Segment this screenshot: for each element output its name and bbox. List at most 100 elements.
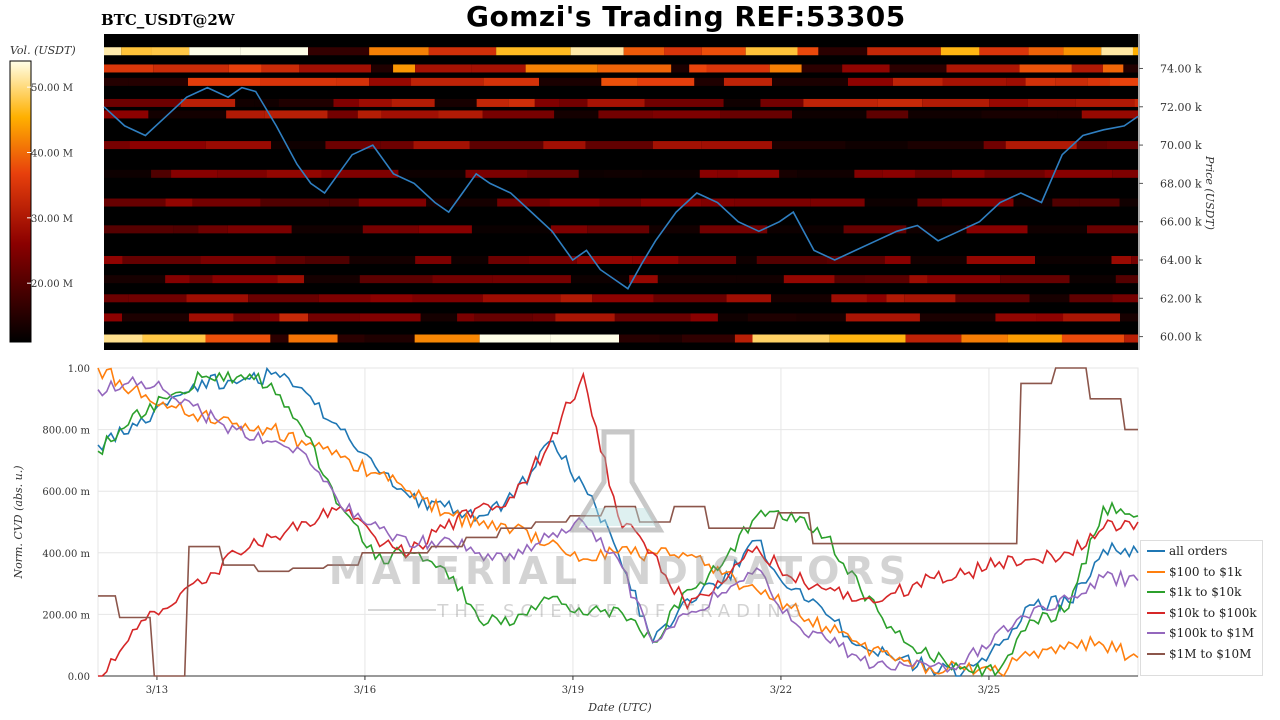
heatmap-cell (570, 47, 624, 56)
heatmap-cell (845, 141, 908, 150)
heatmap-cell (474, 313, 533, 322)
heatmap-cell (264, 110, 328, 119)
heatmap-cell (260, 77, 337, 86)
heatmap-cell (599, 198, 641, 207)
heatmap-cell (792, 110, 867, 119)
price-tick-label: 72.00 k (1160, 101, 1202, 114)
heatmap-cell (465, 169, 528, 178)
legend-label: $100 to $1k (1169, 564, 1242, 579)
heatmap-cell (854, 169, 883, 178)
heatmap-cell (393, 64, 416, 73)
heatmap-cell (752, 334, 830, 343)
heatmap-cell (906, 225, 967, 234)
heatmap-cell (723, 98, 761, 107)
heatmap-cell (995, 313, 1037, 322)
heatmap-cell (148, 110, 227, 119)
heatmap-cell (797, 169, 855, 178)
cvd-y-tick-label: 200.00 m (42, 610, 90, 621)
heatmap-cell (736, 255, 757, 264)
heatmap-cell (1071, 64, 1103, 73)
heatmap-cell (457, 313, 475, 322)
heatmap-cell (783, 275, 835, 284)
heatmap-cell (769, 64, 802, 73)
cvd-x-tick-label: 3/19 (562, 685, 584, 696)
heatmap-cell (694, 77, 724, 86)
heatmap-cell (104, 225, 174, 234)
cvd-x-tick-label: 3/22 (770, 685, 792, 696)
cvd-series-line (97, 370, 1139, 678)
heatmap-cell (592, 294, 654, 303)
price-tick-label: 68.00 k (1160, 177, 1202, 190)
heatmap-cell (414, 334, 480, 343)
heatmap-cell (1035, 255, 1112, 264)
heatmap-cell (413, 141, 470, 150)
heatmap-cell (842, 64, 890, 73)
heatmap-cell (1005, 141, 1077, 150)
heatmap-cell (550, 334, 620, 343)
heatmap-cell (1069, 294, 1113, 303)
heatmap-cell (104, 47, 122, 56)
heatmap-cell (411, 77, 484, 86)
heatmap-cell (189, 47, 241, 56)
heatmap-cell (337, 334, 365, 343)
heatmap-cell (104, 98, 181, 107)
heatmap-cell (882, 169, 915, 178)
price-tick-label: 70.00 k (1160, 139, 1202, 152)
heatmap-cell (801, 64, 843, 73)
heatmap-cell (884, 255, 911, 264)
heatmap-cell (847, 77, 893, 86)
heatmap-cell (598, 110, 653, 119)
heatmap-cell (497, 198, 550, 207)
heatmap-cell (1112, 169, 1138, 178)
heatmap-cell (1101, 47, 1133, 56)
heatmap-cell (983, 141, 1006, 150)
heatmap-cell (121, 313, 189, 322)
heatmap-cell (779, 169, 798, 178)
watermark-subtitle: THE SCIENCE OF TRADING (436, 601, 806, 622)
heatmap-cell (151, 169, 172, 178)
heatmap-cell (381, 110, 439, 119)
heatmap-cell (1000, 275, 1070, 284)
cvd-panel: 0.00 200.00 m 400.00 m 600.00 m 800.00 m 1.00… (12, 364, 1139, 714)
heatmap-cell (723, 77, 773, 86)
heatmap-cell (942, 77, 1007, 86)
heatmap-cell (642, 169, 700, 178)
heatmap-cell (1007, 334, 1062, 343)
heatmap-cell (689, 64, 707, 73)
heatmap-cell (188, 313, 234, 322)
heatmap-cell (892, 77, 943, 86)
heatmap-cell (308, 47, 370, 56)
heatmap-cell (942, 198, 1014, 207)
heatmap-cell (104, 110, 149, 119)
heatmap-cell (1044, 169, 1113, 178)
heatmap-cell (128, 294, 187, 303)
heatmap-cell (308, 313, 360, 322)
heatmap-cell (438, 110, 483, 119)
heatmap-cell (226, 110, 265, 119)
heatmap-cell (1027, 98, 1076, 107)
heatmap-cell (228, 64, 262, 73)
heatmap-cell (701, 47, 746, 56)
legend-item: $100k to $1M (1141, 623, 1262, 644)
cvd-series-line (97, 367, 1139, 678)
heatmap-cell (142, 334, 206, 343)
heatmap-cell (415, 64, 472, 73)
heatmap-cell (205, 141, 272, 150)
heatmap-cell (200, 255, 276, 264)
heatmap-cell (151, 47, 190, 56)
heatmap-cell (1006, 77, 1026, 86)
heatmap-cell (671, 64, 690, 73)
legend-swatch (1147, 550, 1165, 553)
heatmap-cell (527, 169, 579, 178)
heatmap-cell (717, 313, 748, 322)
heatmap-cell (1123, 64, 1138, 73)
heatmap-cell (664, 47, 702, 56)
heatmap-cell (818, 47, 868, 56)
heatmap-cell (1102, 64, 1124, 73)
heatmap-cell (1119, 198, 1138, 207)
heatmap-cell (508, 98, 535, 107)
heatmap-cell (726, 294, 772, 303)
heatmap-cell (479, 334, 551, 343)
heatmap-cell (1052, 198, 1080, 207)
heatmap-cell (288, 334, 338, 343)
